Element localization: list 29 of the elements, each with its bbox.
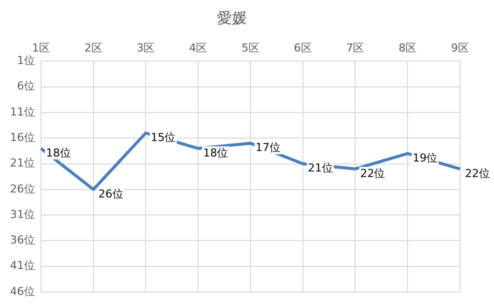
x-tick-label: 8区 (398, 41, 417, 54)
y-tick-label: 1位 (16, 54, 35, 68)
x-tick-label: 3区 (136, 41, 155, 54)
chart-title: 愛媛 (217, 8, 247, 27)
data-label: 17位 (256, 141, 280, 154)
data-label: 26位 (98, 187, 124, 200)
data-label: 18位 (203, 146, 228, 160)
y-tick-label: 6位 (16, 80, 35, 93)
data-label: 22位 (360, 166, 386, 180)
x-tick-label: 1区 (32, 41, 50, 54)
y-tick-label: 26位 (10, 182, 35, 196)
y-tick-label: 21位 (10, 156, 35, 170)
y-tick-label: 36位 (10, 234, 35, 247)
y-tick-label: 31位 (10, 208, 35, 221)
data-label: 15位 (150, 130, 176, 144)
data-label: 22位 (465, 166, 490, 180)
x-tick-label: 5区 (242, 41, 260, 54)
data-label: 19位 (412, 151, 438, 164)
y-tick-label: 41位 (10, 259, 35, 272)
x-tick-label: 7区 (346, 41, 364, 54)
x-tick-label: 4区 (189, 41, 208, 54)
data-label: 18位 (46, 146, 71, 160)
y-tick-label: 46位 (10, 284, 35, 298)
y-tick-label: 11位 (10, 105, 35, 118)
y-tick-label: 16位 (10, 130, 35, 144)
data-label: 21位 (308, 162, 333, 175)
x-tick-label: 9区 (451, 41, 469, 54)
x-tick-label: 2区 (84, 41, 102, 54)
x-tick-label: 6区 (294, 41, 312, 54)
